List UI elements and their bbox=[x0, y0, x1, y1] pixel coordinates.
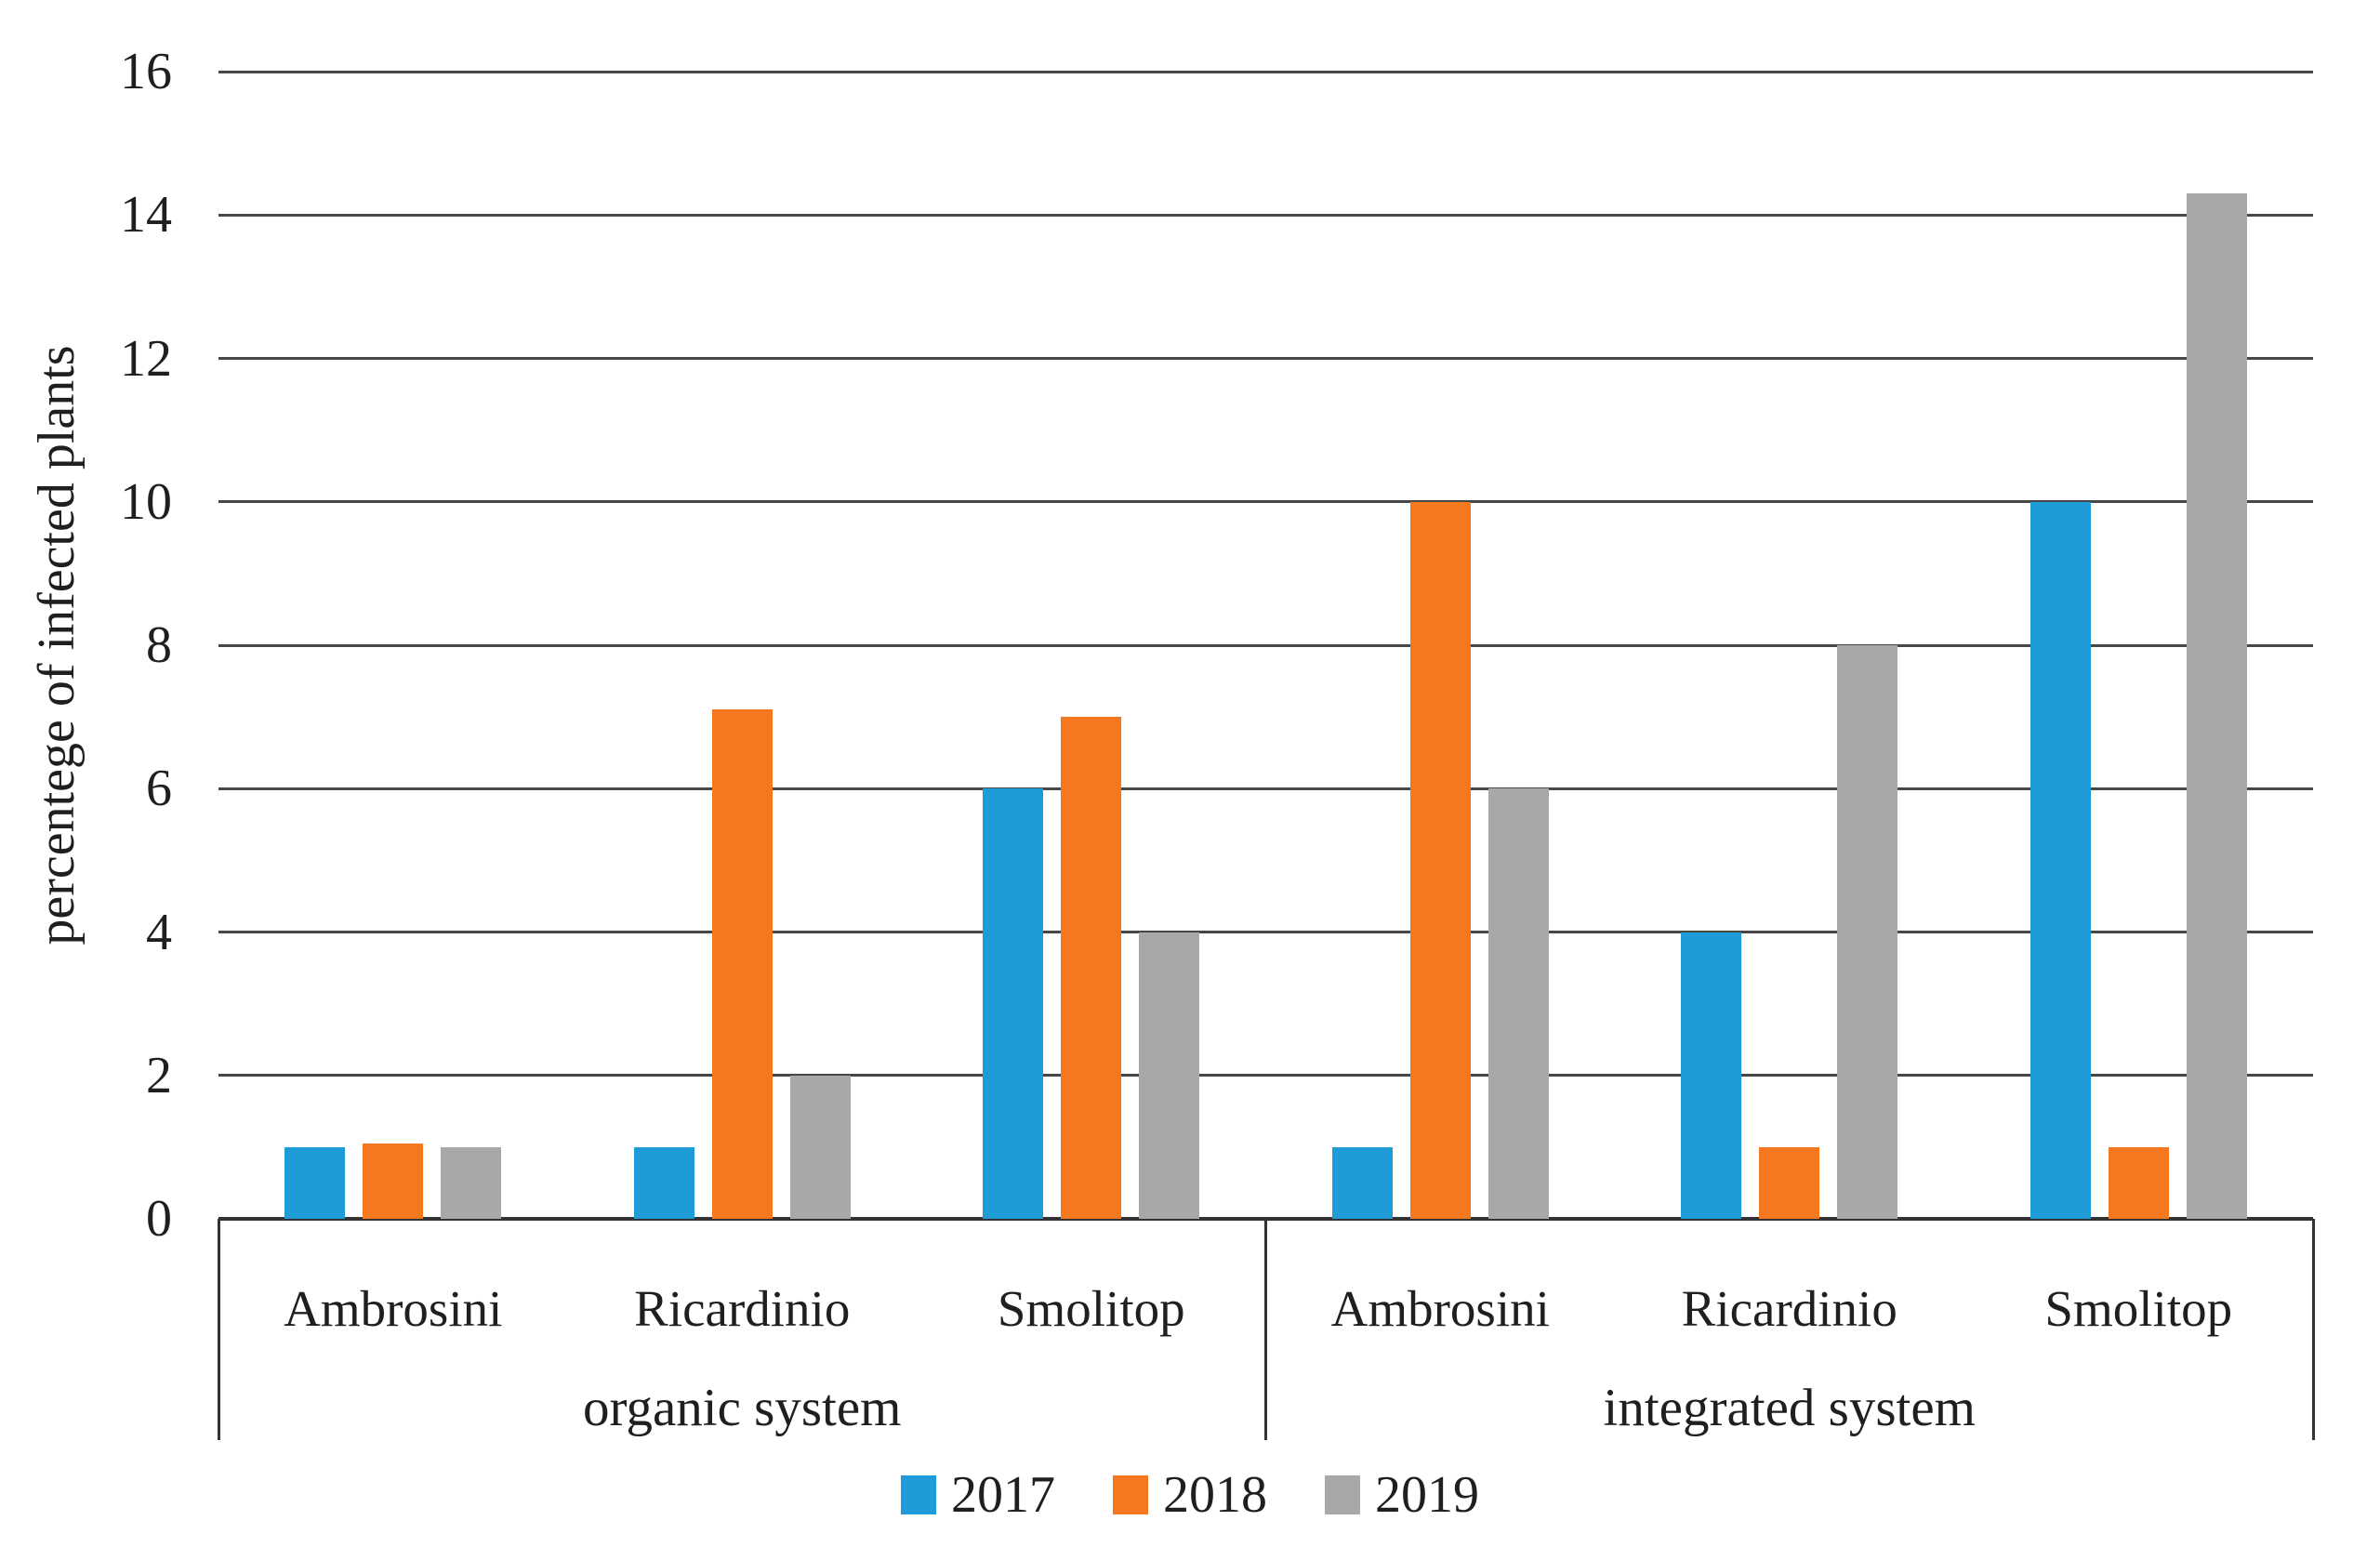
gridline-y-14 bbox=[218, 213, 2313, 217]
legend-label-2019: 2019 bbox=[1375, 1466, 1479, 1524]
bar-integrated-system-ricardinio-2018 bbox=[1759, 1146, 1820, 1219]
category-label-organic-system-smolitop: Smolitop bbox=[997, 1280, 1185, 1337]
axis-separator-2 bbox=[2311, 1219, 2315, 1440]
gridline-y-8 bbox=[218, 643, 2313, 647]
category-label-integrated-system-ambrosini: Ambrosini bbox=[1330, 1280, 1550, 1337]
axis-separator-1 bbox=[1264, 1219, 1267, 1440]
y-tick-label-4: 4 bbox=[146, 903, 172, 961]
legend-item-2018: 2018 bbox=[1113, 1467, 1267, 1523]
bar-organic-system-ricardinio-2019 bbox=[789, 1075, 851, 1219]
y-tick-label-16: 16 bbox=[120, 43, 172, 100]
legend-item-2017: 2017 bbox=[901, 1467, 1055, 1523]
gridline-y-16 bbox=[218, 70, 2313, 73]
y-tick-label-2: 2 bbox=[146, 1046, 172, 1104]
y-tick-label-12: 12 bbox=[120, 329, 172, 388]
bar-integrated-system-smolitop-2017 bbox=[2030, 501, 2091, 1219]
bar-organic-system-ricardinio-2018 bbox=[711, 709, 773, 1219]
group-label-integrated-system: integrated system bbox=[1603, 1379, 1976, 1437]
gridline-y-10 bbox=[218, 500, 2313, 504]
y-tick-label-6: 6 bbox=[146, 760, 172, 818]
bar-organic-system-ambrosini-2018 bbox=[363, 1144, 424, 1219]
y-tick-label-8: 8 bbox=[146, 616, 172, 674]
legend-swatch-2018 bbox=[1113, 1475, 1148, 1514]
gridline-y-12 bbox=[218, 357, 2313, 360]
bar-integrated-system-ambrosini-2018 bbox=[1409, 501, 1471, 1219]
gridline-y-6 bbox=[218, 787, 2313, 790]
bar-integrated-system-ricardinio-2017 bbox=[1681, 932, 1742, 1219]
gridline-y-4 bbox=[218, 931, 2313, 933]
legend-swatch-2017 bbox=[901, 1475, 936, 1514]
bar-integrated-system-smolitop-2019 bbox=[2186, 193, 2247, 1219]
category-label-integrated-system-smolitop: Smolitop bbox=[2044, 1280, 2233, 1337]
y-tick-label-10: 10 bbox=[120, 472, 172, 531]
bar-organic-system-ambrosini-2017 bbox=[284, 1146, 346, 1219]
bar-organic-system-ambrosini-2019 bbox=[441, 1146, 502, 1219]
gridline-y-2 bbox=[218, 1074, 2313, 1078]
bar-organic-system-smolitop-2017 bbox=[983, 788, 1044, 1219]
axis-separator-0 bbox=[217, 1219, 220, 1440]
bar-organic-system-smolitop-2018 bbox=[1061, 717, 1122, 1219]
bar-organic-system-ricardinio-2017 bbox=[633, 1146, 694, 1219]
bar-integrated-system-ricardinio-2019 bbox=[1837, 645, 1898, 1219]
category-label-integrated-system-ricardinio: Ricardinio bbox=[1681, 1280, 1897, 1337]
bar-organic-system-smolitop-2019 bbox=[1139, 932, 1200, 1219]
legend-label-2017: 2017 bbox=[951, 1466, 1055, 1524]
y-tick-label-14: 14 bbox=[120, 186, 172, 245]
bar-integrated-system-ambrosini-2019 bbox=[1488, 788, 1549, 1219]
bar-integrated-system-smolitop-2018 bbox=[2108, 1146, 2169, 1219]
y-tick-label-0: 0 bbox=[146, 1190, 172, 1248]
group-label-organic-system: organic system bbox=[583, 1379, 902, 1437]
category-label-organic-system-ambrosini: Ambrosini bbox=[284, 1280, 503, 1337]
bar-integrated-system-ambrosini-2017 bbox=[1331, 1146, 1393, 1219]
legend-swatch-2019 bbox=[1325, 1475, 1360, 1514]
legend-item-2019: 2019 bbox=[1325, 1467, 1479, 1523]
legend: 2017 2018 2019 bbox=[0, 1458, 2380, 1532]
legend-label-2018: 2018 bbox=[1163, 1466, 1267, 1524]
category-label-organic-system-ricardinio: Ricardinio bbox=[634, 1280, 851, 1337]
